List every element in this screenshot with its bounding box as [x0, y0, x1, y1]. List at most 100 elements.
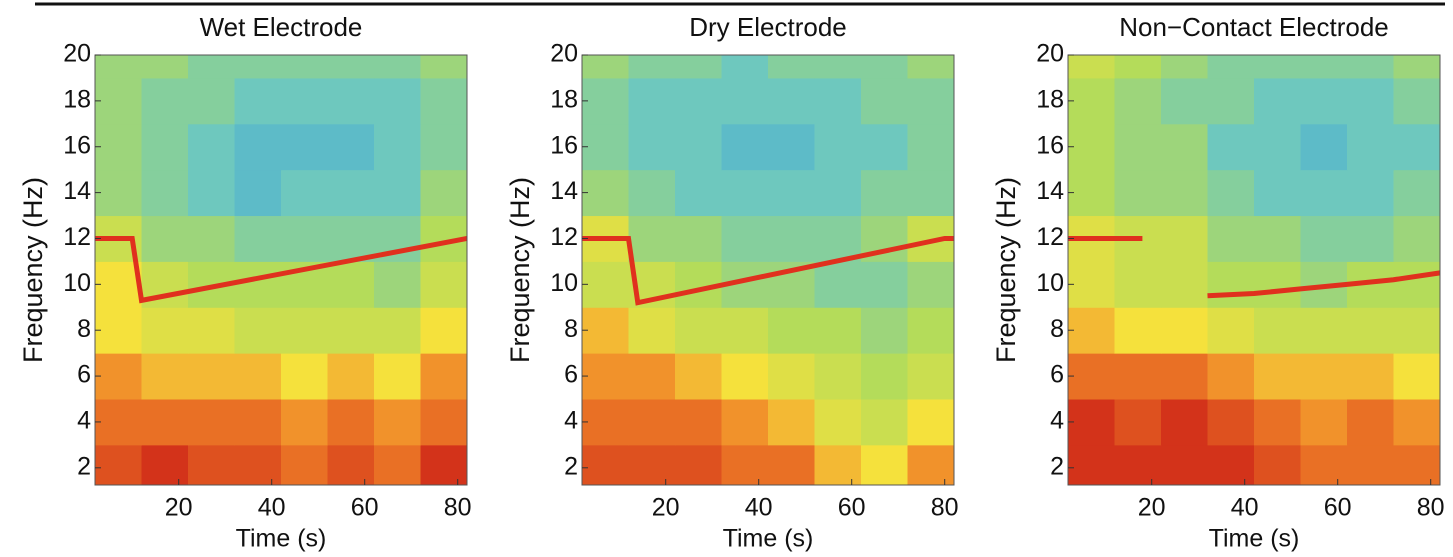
heatmap-cell	[907, 399, 955, 446]
y-tick-label: 12	[1036, 223, 1064, 251]
x-tick-label: 60	[351, 494, 379, 522]
heatmap-cell	[327, 261, 375, 308]
heatmap-cell	[675, 123, 722, 171]
heatmap-cell	[374, 444, 421, 486]
heatmap-cell	[1347, 77, 1394, 125]
heatmap-cell	[374, 55, 421, 79]
plot-frame	[581, 54, 955, 486]
heatmap-cell	[907, 77, 955, 125]
heatmap-cell	[188, 353, 235, 400]
y-axis-label: Frequency (Hz)	[505, 177, 535, 363]
x-tick-label: 20	[165, 494, 193, 522]
y-tick-label: 18	[550, 85, 578, 113]
heatmap-cell	[420, 261, 468, 308]
y-tick-label: 4	[564, 407, 578, 435]
heatmap-cell	[721, 215, 769, 262]
x-tick-label: 80	[931, 494, 959, 522]
heatmap-cell	[768, 77, 815, 125]
heatmap-cell	[721, 169, 769, 217]
heatmap-cell	[95, 261, 142, 308]
heatmap-cell	[582, 399, 629, 446]
heatmap-cell	[1347, 307, 1394, 354]
chart-title: Dry Electrode	[689, 12, 847, 42]
heatmap-cell	[188, 55, 235, 79]
y-tick-label: 4	[77, 407, 91, 435]
heatmap-cell	[1114, 123, 1162, 171]
heatmap-cell	[234, 399, 282, 446]
heatmap-cell	[1393, 215, 1441, 262]
y-tick-label: 14	[550, 177, 578, 205]
heatmap-cell	[1161, 169, 1208, 217]
heatmap-cell	[141, 77, 189, 125]
heatmap-cell	[1393, 261, 1441, 308]
heatmap-cell	[1254, 215, 1301, 262]
heatmap-cell	[1161, 215, 1208, 262]
heatmap-cell	[1068, 261, 1115, 308]
heatmap-cell	[1347, 123, 1394, 171]
heatmap-cell	[675, 399, 722, 446]
heatmap-cell	[1207, 353, 1255, 400]
heatmap-cell	[1254, 307, 1301, 354]
y-tick-label: 12	[63, 223, 91, 251]
heatmap-cell	[628, 307, 676, 354]
heatmap-cell	[1207, 77, 1255, 125]
heatmap-cell	[1254, 261, 1301, 308]
heatmap-cell	[1161, 399, 1208, 446]
heatmap-cell	[1300, 307, 1348, 354]
heatmap-cell	[1161, 55, 1208, 79]
heatmap-cell	[721, 77, 769, 125]
heatmap-cell	[1393, 123, 1441, 171]
heatmap-cell	[188, 399, 235, 446]
heatmap-cell	[374, 353, 421, 400]
heatmap-cell	[861, 77, 908, 125]
y-tick-label: 16	[63, 131, 91, 159]
y-tick-label: 10	[1036, 269, 1064, 297]
heatmap-cell	[234, 261, 282, 308]
heatmap-cell	[141, 169, 189, 217]
heatmap-cell	[861, 169, 908, 217]
heatmap-cell	[861, 307, 908, 354]
heatmap-cell	[1068, 353, 1115, 400]
plot	[95, 55, 468, 486]
heatmap-cell	[861, 444, 908, 486]
heatmap-cell	[327, 55, 375, 79]
heatmap-cell	[141, 353, 189, 400]
heatmap-cell	[281, 123, 328, 171]
heatmap-cell	[1393, 169, 1441, 217]
heatmap-cell	[628, 399, 676, 446]
heatmap-cell	[141, 399, 189, 446]
heatmap-cell	[1254, 55, 1301, 79]
heatmap-cell	[861, 261, 908, 308]
heatmap-cell	[327, 353, 375, 400]
heatmap-cell	[628, 444, 676, 486]
x-axis-label: Time (s)	[723, 525, 814, 553]
heatmap-cell	[768, 399, 815, 446]
y-tick-label: 2	[77, 452, 91, 480]
heatmap-cell	[420, 55, 468, 79]
y-tick-label: 8	[564, 315, 578, 343]
heatmap-cell	[188, 215, 235, 262]
heatmap-cell	[582, 169, 629, 217]
heatmap-cell	[628, 77, 676, 125]
plot	[582, 55, 955, 486]
x-tick-label: 20	[652, 494, 680, 522]
heatmap-cell	[1300, 169, 1348, 217]
heatmap-cell	[1254, 399, 1301, 446]
heatmap-cell	[1300, 215, 1348, 262]
heatmap-cell	[1068, 399, 1115, 446]
heatmap-cell	[420, 399, 468, 446]
heatmap-cell	[1300, 77, 1348, 125]
heatmap-cell	[188, 307, 235, 354]
heatmap-cell	[675, 169, 722, 217]
heatmap-cell	[1347, 353, 1394, 400]
heatmap-cell	[1393, 353, 1441, 400]
heatmap-cell	[420, 77, 468, 125]
heatmap-cell	[861, 353, 908, 400]
y-tick-label: 16	[550, 131, 578, 159]
heatmap-cell	[1114, 353, 1162, 400]
heatmap-cell	[1114, 444, 1162, 486]
x-tick-label: 20	[1138, 494, 1166, 522]
heatmap-cell	[675, 215, 722, 262]
heatmap-cell	[1068, 77, 1115, 125]
heatmap-cell	[281, 444, 328, 486]
